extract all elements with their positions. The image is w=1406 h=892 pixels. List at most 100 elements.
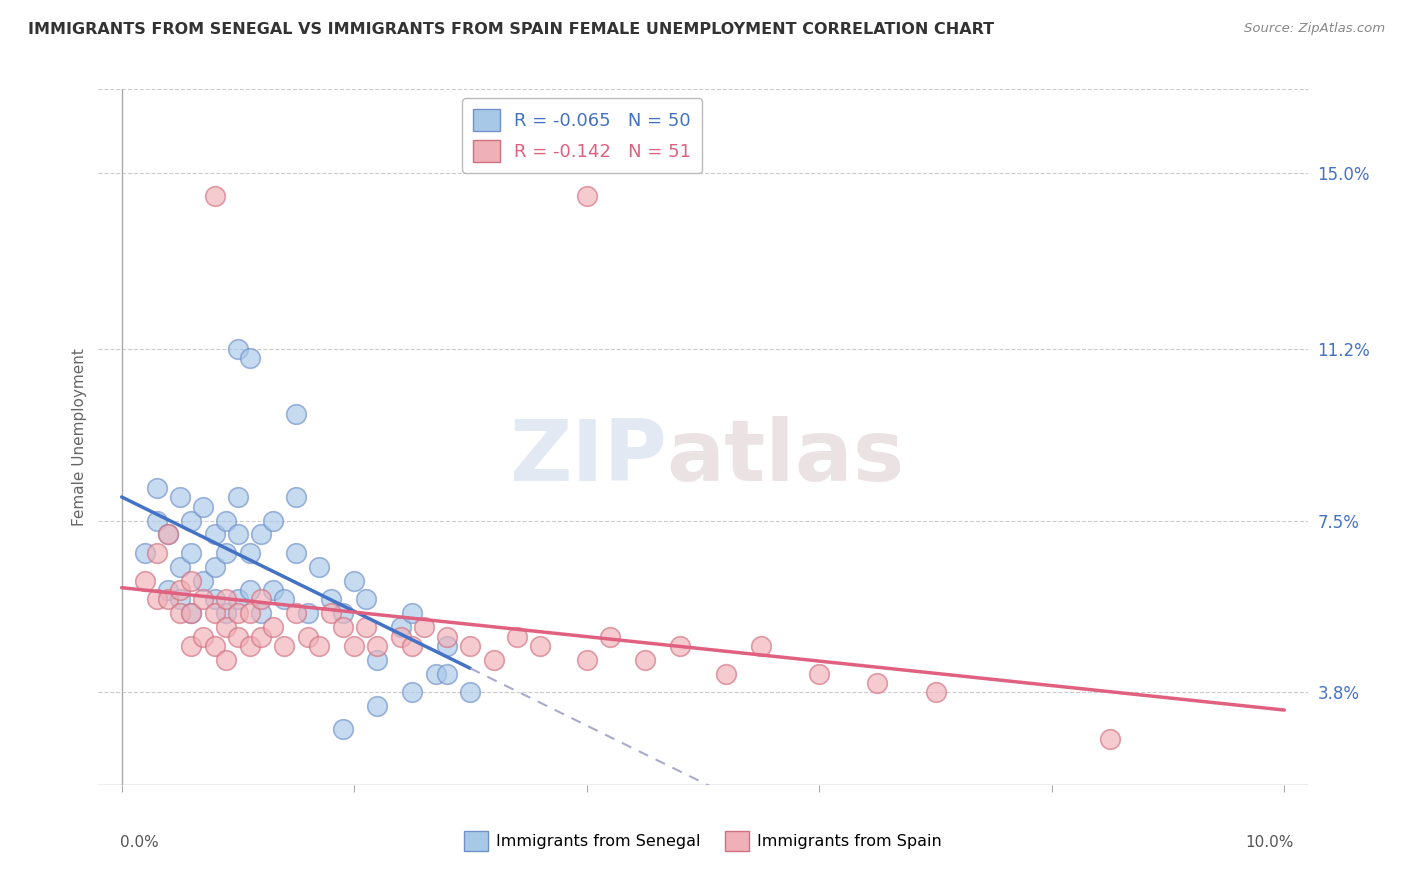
Point xyxy=(239,546,262,560)
Point xyxy=(668,639,690,653)
Point xyxy=(145,514,167,528)
Point xyxy=(389,620,412,634)
Point xyxy=(250,527,273,541)
Point xyxy=(273,592,295,607)
Point xyxy=(389,630,412,644)
Point xyxy=(215,653,238,667)
Point xyxy=(204,592,226,607)
Text: 0.0%: 0.0% xyxy=(120,836,159,850)
Point xyxy=(285,407,308,421)
Point xyxy=(180,639,202,653)
Point xyxy=(134,574,156,588)
Point xyxy=(460,685,482,699)
Point xyxy=(366,699,388,714)
Point xyxy=(215,620,238,634)
Point xyxy=(215,607,238,621)
Point xyxy=(239,607,262,621)
Point xyxy=(180,514,202,528)
Point xyxy=(506,630,529,644)
Point xyxy=(169,491,191,505)
Point xyxy=(262,514,284,528)
Point xyxy=(575,189,598,203)
Point xyxy=(924,685,946,699)
Point xyxy=(250,592,273,607)
Point xyxy=(366,639,388,653)
Point xyxy=(239,639,262,653)
Point xyxy=(308,639,330,653)
Point xyxy=(866,676,889,690)
Point xyxy=(297,630,319,644)
Point xyxy=(157,583,180,598)
Point xyxy=(180,607,202,621)
Point xyxy=(169,592,191,607)
Legend: R = -0.065   N = 50, R = -0.142   N = 51: R = -0.065 N = 50, R = -0.142 N = 51 xyxy=(463,98,702,173)
Point xyxy=(250,630,273,644)
Point xyxy=(343,639,366,653)
Point xyxy=(157,592,180,607)
Point xyxy=(529,639,551,653)
Text: Source: ZipAtlas.com: Source: ZipAtlas.com xyxy=(1244,22,1385,36)
Point xyxy=(285,607,308,621)
Point xyxy=(319,607,342,621)
Point xyxy=(169,583,191,598)
Text: 10.0%: 10.0% xyxy=(1246,836,1294,850)
Point xyxy=(599,630,621,644)
Point xyxy=(145,592,167,607)
Point xyxy=(226,592,249,607)
Legend: Immigrants from Senegal, Immigrants from Spain: Immigrants from Senegal, Immigrants from… xyxy=(458,825,948,857)
Point xyxy=(226,527,249,541)
Point xyxy=(401,639,423,653)
Point xyxy=(157,527,180,541)
Point xyxy=(250,607,273,621)
Point xyxy=(239,351,262,366)
Point xyxy=(134,546,156,560)
Point xyxy=(191,630,214,644)
Point xyxy=(273,639,295,653)
Point xyxy=(354,592,377,607)
Point xyxy=(436,639,458,653)
Point xyxy=(285,491,308,505)
Point xyxy=(366,653,388,667)
Point xyxy=(425,666,447,681)
Point xyxy=(180,546,202,560)
Point xyxy=(239,583,262,598)
Y-axis label: Female Unemployment: Female Unemployment xyxy=(72,348,87,526)
Point xyxy=(343,574,366,588)
Point xyxy=(354,620,377,634)
Point xyxy=(215,592,238,607)
Point xyxy=(401,685,423,699)
Point xyxy=(191,592,214,607)
Point xyxy=(215,546,238,560)
Point xyxy=(749,639,772,653)
Point xyxy=(482,653,505,667)
Point xyxy=(575,653,598,667)
Point xyxy=(145,481,167,495)
Point xyxy=(716,666,738,681)
Point xyxy=(332,723,354,737)
Point xyxy=(262,583,284,598)
Point xyxy=(226,607,249,621)
Text: IMMIGRANTS FROM SENEGAL VS IMMIGRANTS FROM SPAIN FEMALE UNEMPLOYMENT CORRELATION: IMMIGRANTS FROM SENEGAL VS IMMIGRANTS FR… xyxy=(28,22,994,37)
Point xyxy=(436,666,458,681)
Point xyxy=(226,491,249,505)
Point xyxy=(191,500,214,514)
Point xyxy=(1098,731,1121,746)
Point xyxy=(297,607,319,621)
Point xyxy=(204,189,226,203)
Text: ZIP: ZIP xyxy=(509,417,666,500)
Point xyxy=(413,620,436,634)
Point xyxy=(157,527,180,541)
Point xyxy=(215,514,238,528)
Point xyxy=(191,574,214,588)
Point xyxy=(808,666,831,681)
Point xyxy=(332,620,354,634)
Point xyxy=(401,607,423,621)
Point xyxy=(204,527,226,541)
Point xyxy=(262,620,284,634)
Point xyxy=(308,560,330,574)
Point xyxy=(319,592,342,607)
Point xyxy=(204,639,226,653)
Point xyxy=(332,607,354,621)
Point xyxy=(204,560,226,574)
Point xyxy=(226,630,249,644)
